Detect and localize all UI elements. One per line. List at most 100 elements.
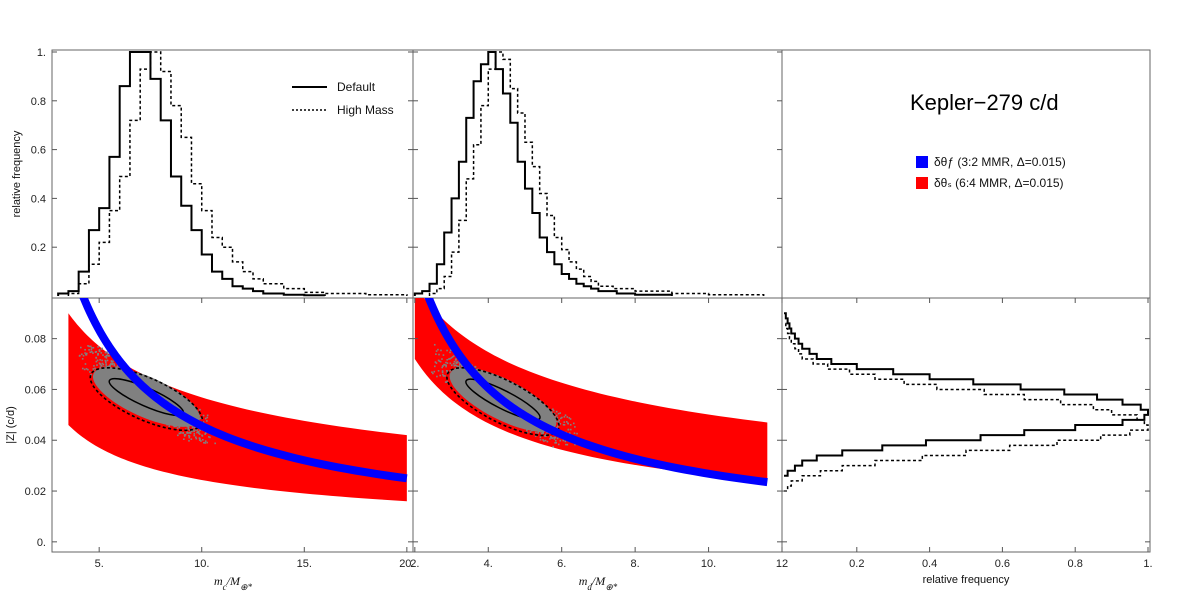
- bl-scatter-point: [84, 348, 86, 351]
- bl-scatter-point: [88, 345, 90, 348]
- bl-scatter-point: [83, 368, 86, 371]
- bl-scatter-point: [81, 353, 83, 356]
- bl-scatter-point: [99, 363, 102, 366]
- bl-scatter-point: [87, 368, 89, 371]
- bm-scatter-point: [543, 435, 546, 437]
- bl-scatter-point: [114, 366, 117, 369]
- bl-scatter-point: [79, 354, 81, 357]
- bm-scatter-point: [562, 423, 565, 426]
- bl-scatter-point: [187, 432, 190, 434]
- bm-scatter-point: [439, 360, 442, 363]
- bl-scatter-point: [182, 432, 184, 434]
- hist-z-xtick-label: 1.: [1143, 558, 1152, 570]
- bl-scatter-point: [196, 431, 198, 434]
- bl-scatter-point: [106, 351, 108, 353]
- bl-scatter-point: [98, 349, 101, 351]
- bl-scatter-point: [113, 363, 116, 365]
- bl-scatter-point: [90, 373, 92, 376]
- bm-scatter-point: [432, 372, 434, 375]
- bm-scatter-point: [431, 371, 433, 373]
- bm-scatter-point: [449, 362, 452, 365]
- bl-blue-region: [79, 298, 408, 483]
- bm-scatter-point: [554, 439, 557, 442]
- bl-scatter-point: [200, 417, 202, 420]
- bl-scatter-point: [199, 429, 201, 431]
- hist-z-series-0: [784, 312, 1149, 477]
- panel-frame-tm: [412, 49, 783, 299]
- bl-scatter-point: [193, 434, 196, 437]
- bl-scatter-point: [201, 435, 204, 437]
- bm-scatter-point: [576, 432, 578, 435]
- md-xlabel: md/M⊕*: [579, 574, 618, 592]
- region-legend: δθƒ (3:2 MMR, Δ=0.015) δθₛ (6:4 MMR, Δ=0…: [916, 155, 1066, 190]
- hist-mc-ytick-label: 0.2: [31, 242, 46, 254]
- bl-scatter-point: [104, 361, 107, 364]
- bm-scatter-point: [440, 349, 442, 352]
- bm-scatter-point: [568, 432, 571, 435]
- hist-mc-ytick-label: 0.8: [31, 96, 46, 108]
- bl-scatter-point: [106, 353, 109, 355]
- bm-scatter-point: [544, 439, 547, 442]
- panel-frame-tr: [781, 49, 1151, 299]
- bm-scatter-point: [545, 433, 547, 436]
- bm-scatter-point: [455, 361, 458, 364]
- bm-scatter-point: [560, 417, 562, 420]
- bm-scatter-point: [554, 416, 557, 418]
- bl-scatter-point: [96, 364, 98, 366]
- bm-scatter-point: [545, 435, 547, 437]
- bm-scatter-point: [549, 438, 551, 440]
- bl-scatter-point: [206, 414, 209, 417]
- bm-scatter-point: [445, 364, 447, 367]
- bl-scatter-point: [206, 420, 208, 422]
- bm-scatter-point: [540, 431, 542, 433]
- bm-scatter-point: [454, 358, 457, 361]
- mc-xlabel: mc/M⊕*: [214, 574, 253, 592]
- bl-scatter-point: [188, 440, 190, 442]
- bl-scatter-point: [105, 363, 107, 365]
- bl-scatter-point: [108, 365, 111, 367]
- hist-mc-ytick-label: 0.6: [31, 145, 46, 157]
- legend-red-label: δθₛ (6:4 MMR, Δ=0.015): [934, 176, 1064, 190]
- bm-scatter-point: [437, 359, 440, 362]
- bm-scatter-point: [452, 362, 455, 365]
- bl-scatter-point: [204, 442, 207, 444]
- bl-scatter-point: [204, 440, 207, 442]
- bl-scatter-point: [183, 435, 186, 437]
- bm-scatter-point: [434, 365, 436, 368]
- bm-scatter-point: [566, 416, 569, 418]
- bl-scatter-point: [202, 439, 204, 441]
- bm-scatter-point: [567, 428, 570, 431]
- bl-scatter-point: [199, 438, 201, 440]
- bm-scatter-point: [437, 348, 439, 351]
- bl-scatter-point: [96, 359, 99, 362]
- bm-scatter-point: [452, 355, 455, 357]
- bm-scatter-point: [441, 366, 443, 369]
- bm-scatter-point: [443, 363, 445, 366]
- bl-scatter-point: [209, 436, 211, 439]
- bm-scatter-point: [542, 439, 544, 441]
- bm-scatter-point: [446, 349, 448, 352]
- bm-scatter-point: [436, 375, 438, 378]
- bl-scatter-point: [110, 360, 113, 362]
- bl-scatter-point: [198, 433, 201, 435]
- bm-scatter-point: [437, 369, 440, 372]
- bl-scatter-point: [173, 425, 176, 428]
- bm-blue-region: [424, 298, 768, 487]
- bl-scatter-point: [99, 358, 101, 361]
- hist-z-xtick-label: 0.2: [849, 558, 864, 570]
- bm-scatter-point: [566, 443, 569, 446]
- bm-scatter-point: [555, 441, 558, 444]
- bl-scatter-point: [105, 354, 108, 357]
- bm-scatter-point: [449, 357, 451, 360]
- z-ylabel: |Z| (c/d): [5, 406, 17, 444]
- bl-scatter-point: [86, 352, 88, 355]
- bm-scatter-point: [556, 437, 559, 440]
- bm-scatter-point: [572, 422, 575, 425]
- hist-mc-series-1: [67, 51, 408, 296]
- bm-scatter-point: [446, 370, 449, 372]
- bl-scatter-point: [202, 414, 205, 417]
- bl-scatter-point: [110, 363, 112, 365]
- bl-scatter-point: [184, 433, 187, 436]
- bl-scatter-point: [203, 441, 205, 444]
- bl-scatter-point: [106, 359, 109, 362]
